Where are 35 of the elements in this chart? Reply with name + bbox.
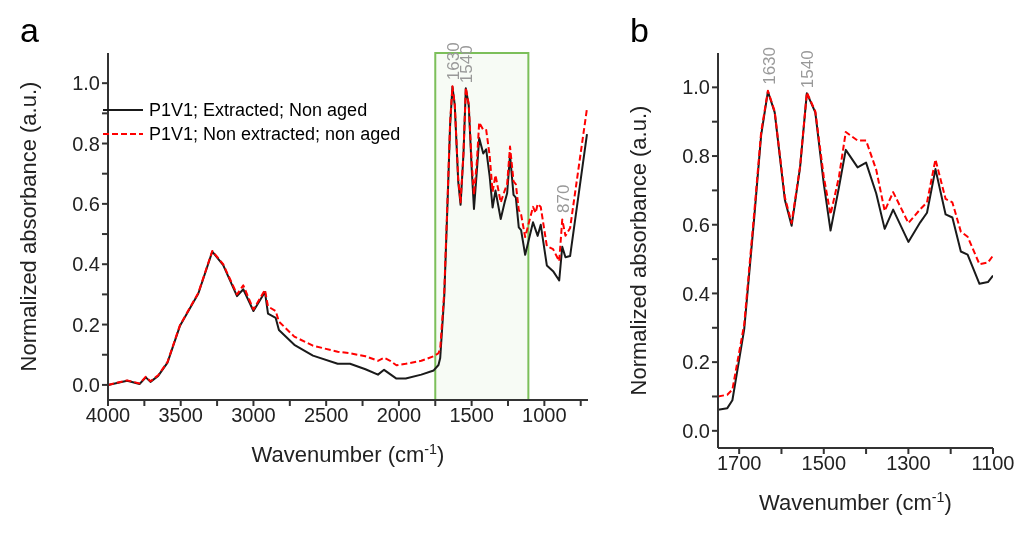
x-tick-label: 2500 bbox=[303, 404, 349, 427]
y-tick-label: 0.6 bbox=[72, 192, 100, 215]
x-tick-label: 1100 bbox=[971, 452, 1015, 475]
annotation: 1540 bbox=[797, 50, 817, 89]
annotation: 1630 bbox=[759, 46, 779, 85]
line-series bbox=[108, 85, 588, 386]
y-tick-label: 0.0 bbox=[682, 419, 710, 442]
x-tick-label: 4000 bbox=[85, 404, 131, 427]
y-tick-label: 0.2 bbox=[72, 313, 100, 336]
y-tick-label: 0.8 bbox=[682, 145, 710, 168]
x-axis-title: Wavenumber (cm$^{-1}$) bbox=[251, 441, 445, 467]
x-axis-title: Wavenumber (cm$^{-1}$) bbox=[759, 489, 952, 515]
y-tick-label: 1.0 bbox=[682, 76, 710, 99]
y-tick-label: 0.6 bbox=[682, 213, 710, 236]
x-tick-label: 3000 bbox=[231, 404, 276, 427]
x-tick-label: 3500 bbox=[158, 404, 203, 427]
y-tick-label: 0.8 bbox=[72, 132, 100, 155]
x-tick-label: 2000 bbox=[376, 404, 422, 427]
legend-label: P1V1; Non extracted; non aged bbox=[149, 123, 401, 146]
x-tick-label: 1500 bbox=[801, 452, 847, 475]
y-axis-title: Normalized absorbance (a.u.) bbox=[16, 81, 41, 372]
y-tick-label: 0.4 bbox=[682, 282, 710, 305]
y-tick-label: 1.0 bbox=[72, 72, 100, 95]
x-tick-label: 1000 bbox=[522, 404, 567, 427]
x-tick-label: 1700 bbox=[716, 452, 762, 475]
chart-title: a bbox=[20, 10, 39, 50]
chart-title: b bbox=[630, 10, 649, 50]
x-tick-label: 1500 bbox=[449, 404, 494, 427]
y-tick-label: 0.2 bbox=[682, 351, 710, 374]
y-tick-label: 0.0 bbox=[72, 374, 100, 397]
y-tick-label: 0.4 bbox=[72, 253, 100, 276]
x-tick-label: 1300 bbox=[886, 452, 931, 475]
legend-label: P1V1; Extracted; Non aged bbox=[149, 99, 368, 122]
y-axis-title: Normalized absorbance (a.u.) bbox=[626, 105, 651, 396]
annotation: 870 bbox=[554, 184, 574, 213]
